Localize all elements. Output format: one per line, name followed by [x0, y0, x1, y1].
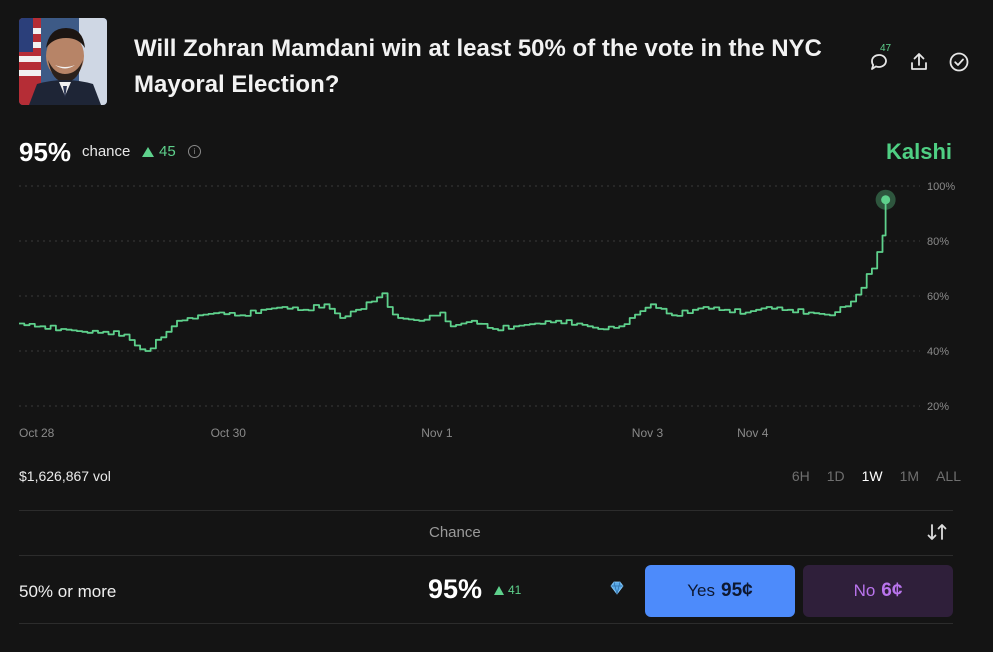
volume-text: $1,626,867 vol	[19, 468, 111, 484]
up-arrow-icon	[494, 585, 504, 595]
yes-label: Yes	[687, 581, 716, 600]
candidate-avatar	[19, 18, 107, 105]
share-button[interactable]	[907, 50, 931, 74]
range-option-1d[interactable]: 1D	[826, 468, 845, 484]
range-option-all[interactable]: ALL	[936, 468, 961, 484]
yes-price: 95¢	[721, 580, 753, 601]
no-label: No	[853, 581, 876, 600]
outcome-chance: 95%	[428, 574, 483, 604]
y-tick-label: 60%	[927, 291, 949, 303]
outcome-delta: 41	[494, 583, 521, 597]
kalshi-logo: Kalshi	[885, 139, 952, 164]
sort-button[interactable]	[926, 522, 948, 542]
up-arrow-icon	[142, 146, 154, 157]
x-tick-label: Nov 4	[737, 426, 769, 440]
comment-count: 47	[880, 43, 892, 54]
divider	[19, 510, 953, 511]
chance-label: chance	[82, 143, 131, 160]
current-chance: 95%	[19, 137, 72, 167]
check-circle-icon	[949, 52, 969, 72]
watch-button[interactable]	[947, 50, 971, 74]
x-tick-label: Oct 28	[19, 426, 55, 440]
chance-delta: 45	[142, 143, 176, 160]
y-tick-label: 40%	[927, 346, 949, 358]
divider	[19, 623, 953, 624]
range-option-1w[interactable]: 1W	[861, 468, 883, 484]
range-option-6h[interactable]: 6H	[791, 468, 810, 484]
outcome-delta-value: 41	[508, 583, 522, 597]
x-tick-label: Oct 30	[211, 426, 247, 440]
last-point-marker	[881, 195, 891, 205]
chance-delta-value: 45	[159, 143, 176, 160]
y-tick-label: 20%	[927, 401, 949, 413]
series-line	[19, 199, 887, 352]
no-price: 6¢	[881, 580, 903, 601]
outcome-label: 50% or more	[19, 582, 117, 601]
comments-button[interactable]: 47	[867, 43, 891, 74]
x-tick-label: Nov 1	[421, 426, 453, 440]
x-tick-label: Nov 3	[632, 426, 664, 440]
header-actions: 47	[867, 43, 971, 74]
info-icon[interactable]: i	[188, 145, 201, 158]
market-title: Will Zohran Mamdani win at least 50% of …	[134, 35, 822, 98]
range-option-1m[interactable]: 1M	[899, 468, 920, 484]
buy-yes-button[interactable]: Yes 95¢	[645, 565, 795, 617]
y-tick-label: 100%	[927, 181, 955, 193]
divider	[19, 555, 953, 556]
buy-no-button[interactable]: No 6¢	[803, 565, 953, 617]
y-tick-label: 80%	[927, 236, 949, 248]
gem-icon	[609, 581, 625, 595]
share-icon	[911, 53, 927, 70]
sort-icon	[927, 524, 947, 540]
chance-column-header: Chance	[429, 524, 481, 541]
time-range-selector: 6H 1D 1W 1M ALL	[792, 468, 961, 484]
comment-icon	[871, 54, 887, 70]
price-history-chart: 100% 80% 60% 40% 20% Oct 28 Oct 30 Nov 1 Nov 3 No…	[19, 181, 955, 440]
candidate-portrait-image	[19, 18, 107, 105]
